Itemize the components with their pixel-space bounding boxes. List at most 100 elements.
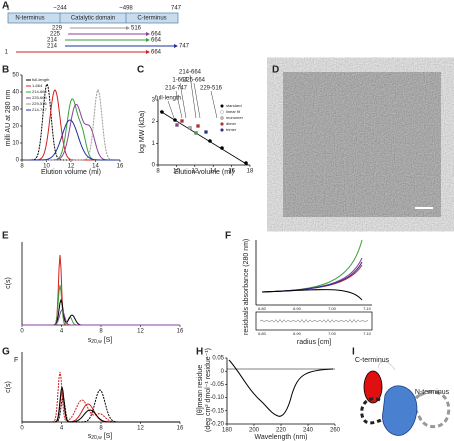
standard-point [244, 161, 248, 165]
legend-label: linear fit [226, 109, 241, 114]
domain-label: C-terminus [137, 16, 166, 22]
construct-end: 516 [131, 26, 142, 32]
position-label: 1 [6, 6, 10, 12]
position-label: 747 [171, 6, 182, 12]
construct-end: 664 [151, 38, 162, 44]
panel-label: F [225, 231, 231, 242]
construct-end: 664 [151, 32, 162, 38]
trace [22, 298, 180, 326]
x-tick-label: 16 [228, 169, 235, 175]
x-tick-label: 7.00 [328, 306, 337, 311]
legend-label: dimer [226, 121, 237, 126]
annotation-arrow [189, 74, 197, 119]
x-tick-label: 12 [68, 164, 75, 170]
sample-point [180, 119, 184, 123]
annotation: 225-664 [183, 78, 206, 84]
arrowhead [126, 26, 130, 30]
y-tick-label: 10 [12, 141, 19, 147]
legend-label: 229-516 [32, 101, 47, 106]
x-tick-label: 16 [177, 329, 184, 335]
y-tick-label: -0.05 [210, 382, 224, 388]
y-tick-label: 40 [12, 90, 19, 96]
x-tick-label: 10 [173, 169, 180, 175]
x-label-main: s [88, 433, 92, 440]
standard-point [220, 146, 224, 150]
x-tick-label: 12 [137, 329, 144, 335]
x-tick-label: 16 [177, 426, 184, 432]
x-tick-label: 200 [249, 428, 260, 434]
c-terminus-blob [363, 370, 383, 404]
x-label-unit: [S] [102, 433, 113, 440]
x-label-unit: [S] [102, 337, 113, 344]
legend-label: 225-664 [32, 95, 47, 100]
x-tick-label: 16 [117, 164, 124, 170]
legend-label: 1-664 [32, 83, 43, 88]
y-axis-label: milli AU at 280 nm [5, 90, 12, 147]
annotation: full-length [155, 96, 181, 102]
legend-label: 214-747 [32, 107, 47, 112]
x-axis-label: Wavelength (nm) [254, 434, 307, 441]
trace [22, 389, 180, 423]
linker [360, 397, 386, 425]
arrowhead [174, 44, 178, 48]
x-tick-label: 14 [92, 164, 99, 170]
panel-label: I [352, 347, 355, 358]
annotation-arrow [193, 82, 201, 119]
annotation: 214-664 [179, 70, 202, 76]
construct-start: 214 [47, 38, 58, 44]
y-axis-label: c(s) [5, 381, 12, 393]
x-tick-label: 7.10 [363, 331, 372, 336]
annotation-arrow [210, 90, 218, 119]
x-tick-label: 8 [99, 426, 103, 432]
legend-label: trimer [226, 127, 237, 132]
domain-bar [7, 12, 179, 24]
x-tick-label: 6.80 [258, 331, 267, 336]
c-terminus-label: C-terminus [355, 357, 390, 364]
trace [22, 390, 180, 423]
position-label: ~244 [53, 6, 67, 12]
x-axis-label: Elution volume (ml) [41, 169, 101, 176]
x-label-main: s [88, 337, 92, 344]
construct-start: 225 [50, 32, 61, 38]
trace [22, 254, 180, 326]
y-axis-label: log MW (kDa) [139, 111, 146, 154]
y-tick-label: 20 [12, 124, 19, 130]
panel-label: B [2, 65, 9, 76]
y-tick-label: 0 [152, 163, 156, 169]
legend-label: full-length [32, 77, 49, 82]
annotation-arrow [175, 90, 183, 119]
x-label-sub: 20,w [91, 339, 102, 345]
annotation-arrow [167, 100, 175, 119]
x-tick-label: 180 [222, 428, 233, 434]
x-tick-label: 12 [137, 426, 144, 432]
x-tick-label: 8 [99, 329, 103, 335]
legend-swatch [220, 128, 224, 132]
legend-label: 214-664 [32, 89, 47, 94]
arrowhead [146, 50, 150, 54]
x-tick-label: 260 [330, 428, 341, 434]
x-tick-label: 220 [276, 428, 287, 434]
x-axis-label: Elution volume (ml) [174, 169, 234, 176]
sample-point [204, 130, 208, 134]
legend-swatch [220, 110, 224, 114]
annotation: 214-747 [165, 86, 188, 92]
x-tick-label: 240 [303, 428, 314, 434]
sample-point [188, 126, 192, 130]
standard-point [208, 139, 212, 143]
residual-trace [259, 319, 369, 323]
protein-structure [382, 385, 418, 436]
y-axis-label: (deg cm² dmol⁻¹ residue⁻¹) [205, 348, 212, 432]
residual-frame [255, 311, 373, 331]
x-tick-label: 8 [156, 169, 160, 175]
cd-trace [228, 359, 334, 417]
x-tick-label: 4 [60, 329, 64, 335]
panel-label: H [196, 347, 203, 358]
construct-end: 664 [151, 50, 162, 56]
x-tick-label: 7.00 [328, 331, 337, 336]
y-tick-label: 0 [221, 369, 225, 375]
x-tick-label: 6.80 [258, 306, 267, 311]
y-tick-label: 1 [152, 141, 156, 147]
x-axis-label: s20,w [S] [88, 337, 113, 345]
sample-point [175, 123, 179, 127]
